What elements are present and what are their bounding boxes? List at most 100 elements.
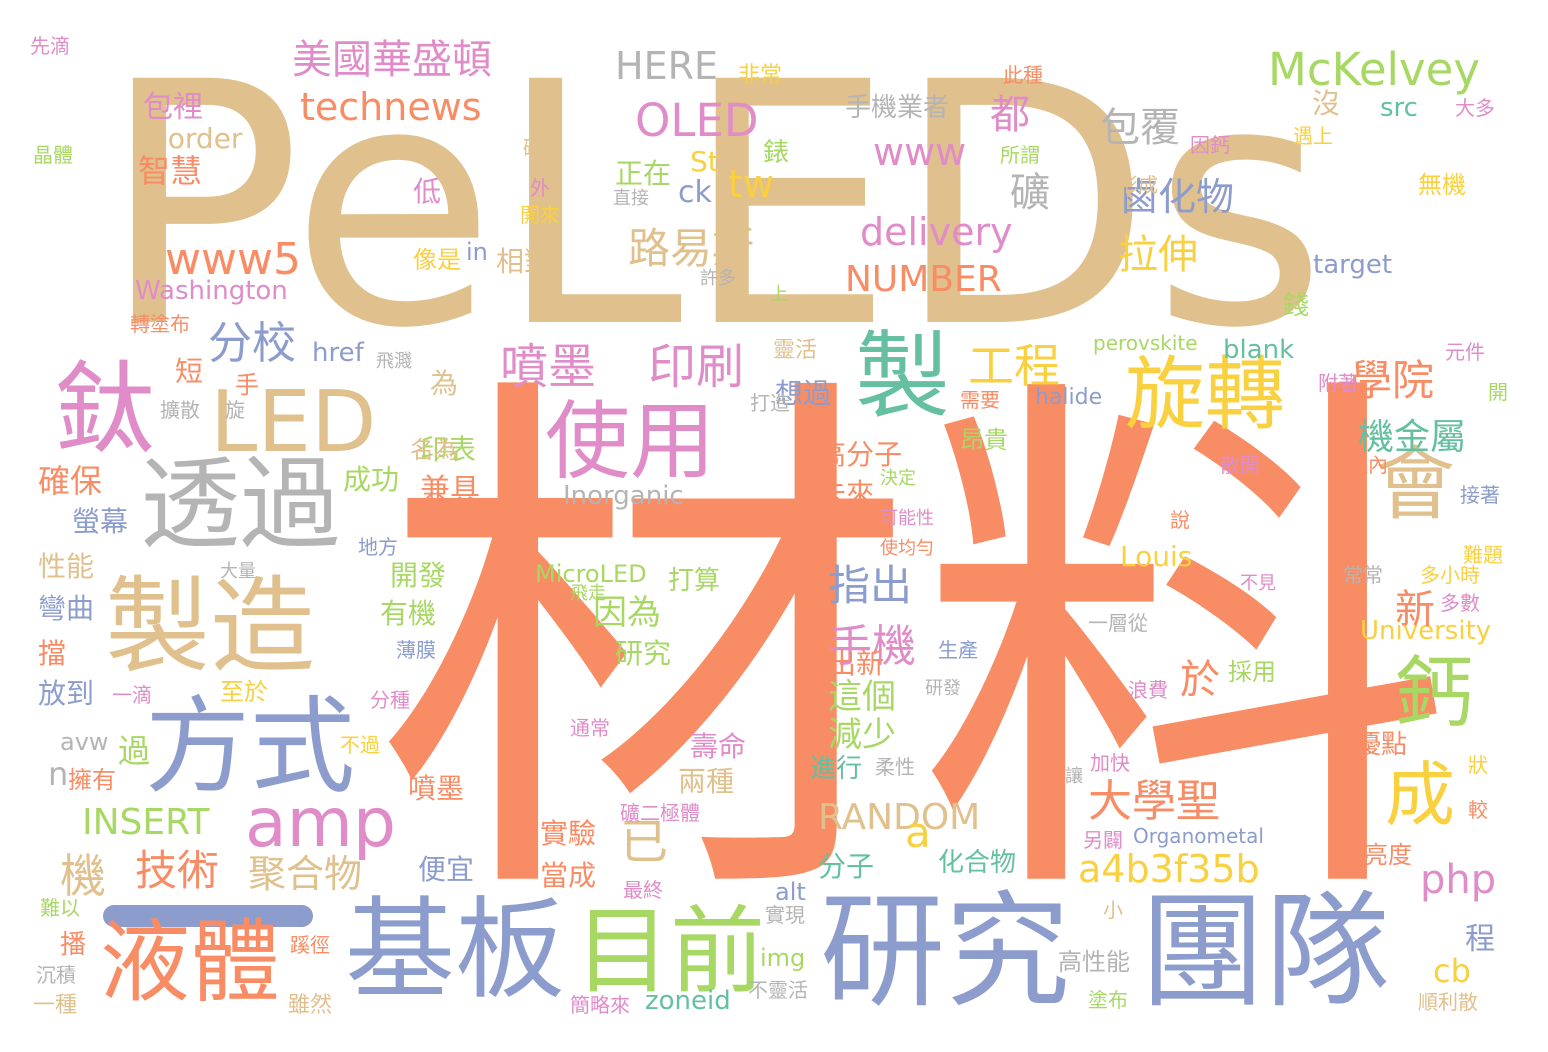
word-0: PeLEDs — [100, 12, 1327, 402]
word-182: 難以 — [40, 896, 80, 920]
word-50: Inorganic — [563, 481, 684, 511]
word-113: 至於 — [220, 678, 268, 706]
word-103: 壽命 — [690, 730, 747, 763]
word-39: 指出 — [828, 561, 913, 610]
word-57: 已 — [620, 814, 669, 870]
word-42: 聚合物 — [248, 852, 363, 896]
word-163: 礦二極體 — [620, 801, 700, 825]
word-153: 分種 — [370, 688, 410, 712]
word-186: 散開 — [1220, 453, 1260, 477]
word-199: 難題 — [1463, 543, 1503, 567]
word-2: 研究 — [820, 880, 1070, 1025]
word-84: 手機業者 — [845, 93, 950, 123]
word-157: 生產 — [938, 638, 978, 662]
word-169: 較 — [1468, 798, 1488, 822]
word-181: 沉積 — [36, 963, 76, 987]
word-4: 基板 — [345, 886, 565, 1014]
word-105: 實驗 — [540, 817, 597, 850]
word-43: a4b3f35b — [1078, 847, 1260, 891]
word-34: 印刷 — [648, 339, 745, 395]
word-139: 上 — [770, 284, 788, 305]
word-96: 開發 — [390, 559, 447, 592]
word-180: 一種 — [33, 993, 78, 1018]
word-178: 蹊徑 — [290, 933, 330, 957]
word-9: 透過 — [140, 446, 340, 563]
word-128: 因鈣 — [1190, 133, 1230, 157]
word-54: 這個 — [828, 677, 896, 717]
word-99: 出新 — [828, 647, 885, 680]
word-189: 決定 — [880, 468, 916, 489]
word-72: img — [760, 944, 806, 972]
word-120: 低 — [413, 175, 442, 208]
word-60: tw — [728, 162, 774, 206]
word-18: 成 — [1385, 754, 1455, 836]
word-28: delivery — [860, 210, 1013, 254]
word-147: 靈活 — [773, 338, 818, 363]
word-16: amp — [245, 784, 397, 863]
word-102: 進行 — [810, 754, 863, 784]
word-23: McKelvey — [1268, 43, 1480, 96]
word-88: 未來 — [818, 477, 875, 510]
word-149: 地方 — [358, 535, 398, 559]
word-134: 礦為 — [523, 136, 563, 160]
word-124: 無機 — [1418, 171, 1466, 199]
word-158: 一層從 — [1088, 611, 1148, 635]
word-6: 目前 — [575, 897, 766, 1007]
word-8: 製造 — [105, 566, 316, 688]
word-188: 接著 — [1460, 483, 1500, 507]
word-142: 短 — [175, 355, 204, 388]
word-190: 可能性 — [880, 508, 934, 529]
word-143: 手 — [235, 371, 259, 399]
word-15: 會 — [1375, 438, 1455, 531]
word-26: 鹵化物 — [1120, 175, 1235, 219]
word-144: 擴散 — [160, 398, 200, 422]
word-179: 播 — [60, 930, 87, 960]
word-59: a — [905, 808, 931, 857]
word-67: 包裡 — [143, 90, 203, 125]
word-162: 擁有 — [68, 766, 116, 794]
word-27: 路易斯 — [628, 224, 755, 273]
word-87: 高分子 — [818, 438, 903, 471]
word-107: 便宜 — [418, 853, 475, 886]
word-111: 高性能 — [1058, 948, 1130, 976]
word-37: 機金屬 — [1358, 417, 1467, 458]
word-197: 多小時 — [1420, 563, 1480, 587]
word-98: 研究 — [615, 637, 672, 670]
word-22: OLED — [635, 94, 759, 147]
word-130: 遇上 — [1293, 124, 1333, 148]
word-1: 材料 — [375, 336, 1455, 964]
word-171: 實現 — [765, 903, 805, 927]
word-89: 確保 — [38, 462, 103, 500]
word-86: 相對 — [496, 245, 553, 278]
word-110: 高亮度 — [1340, 841, 1412, 869]
word-172: 小 — [1103, 898, 1123, 922]
word-3: 團隊 — [1140, 880, 1390, 1025]
word-32: 拉伸 — [1118, 232, 1198, 278]
dash-mark — [103, 905, 313, 927]
word-5: 液體 — [100, 910, 280, 1015]
word-64: 礦 — [1010, 170, 1050, 216]
word-47: Washington — [135, 276, 288, 306]
word-76: href — [312, 338, 364, 368]
word-58: 機 — [60, 849, 106, 903]
word-194: 不見 — [1240, 573, 1276, 594]
word-92: 彎曲 — [38, 592, 95, 625]
word-48: University — [1360, 616, 1492, 646]
word-191: 使均勻 — [880, 538, 934, 559]
word-24: www — [873, 130, 967, 174]
word-137: 直接 — [613, 188, 649, 209]
word-73: alt — [775, 878, 806, 906]
word-118: 昂貴 — [960, 426, 1008, 454]
word-75: 程 — [1465, 922, 1495, 957]
word-121: 沒 — [1312, 87, 1341, 120]
word-78: perovskite — [1093, 331, 1198, 355]
word-62: St — [690, 145, 719, 178]
word-7: 方式 — [145, 686, 356, 808]
word-156: 薄膜 — [396, 638, 436, 662]
word-198: 多數 — [1440, 591, 1480, 615]
word-167: 另闢 — [1083, 828, 1123, 852]
word-140: 轉塗布 — [130, 312, 190, 336]
word-135: 外 — [530, 176, 550, 200]
word-117: 為 — [430, 367, 459, 400]
